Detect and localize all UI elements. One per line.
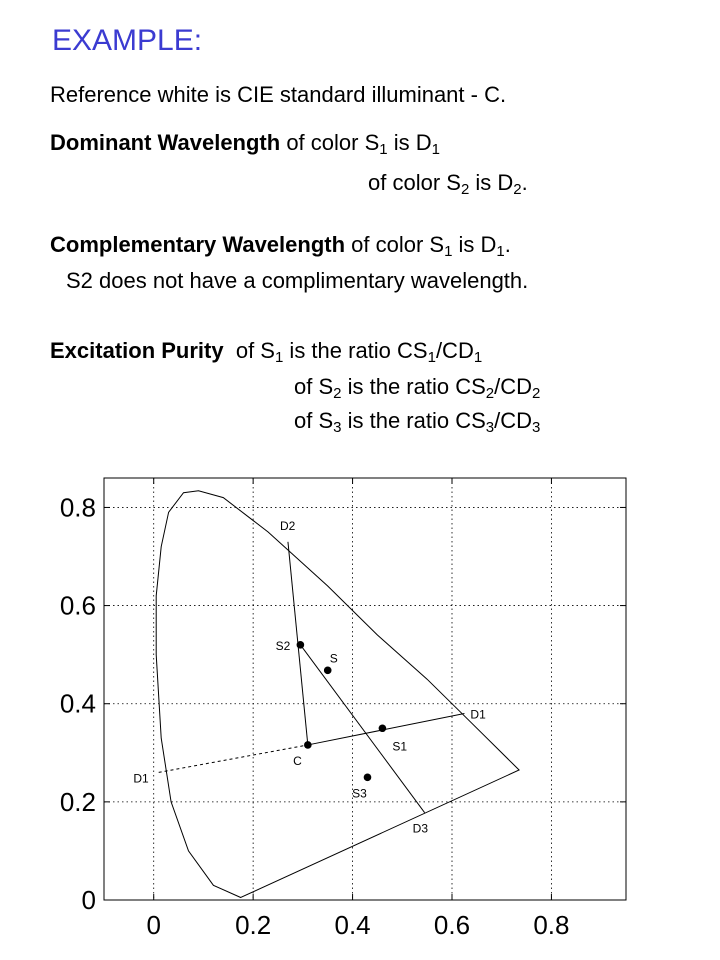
- sub: 1: [473, 349, 483, 366]
- sub: 1: [444, 243, 453, 260]
- point-marker: [378, 724, 387, 733]
- text: of color S: [368, 170, 461, 195]
- text: /CD: [494, 408, 532, 433]
- point-label: S: [330, 651, 338, 665]
- sub: 1: [274, 349, 284, 366]
- reference-line: Reference white is CIE standard illumina…: [50, 82, 507, 107]
- y-tick-label: 0.6: [60, 591, 96, 621]
- purity-heading: Excitation Purity: [50, 338, 224, 363]
- spacer: [224, 338, 236, 363]
- point-marker: [363, 773, 372, 782]
- point-marker: [296, 641, 305, 649]
- text: is D: [452, 232, 497, 257]
- x-tick-label: 0: [146, 910, 160, 940]
- purity-line-3: of S3 is the ratio CS3/CD3: [294, 408, 541, 436]
- sub: 2: [532, 385, 541, 402]
- text: of S: [294, 408, 334, 433]
- sub: 2: [485, 385, 495, 402]
- text: /CD: [435, 338, 474, 363]
- sub: 1: [431, 141, 440, 158]
- title: EXAMPLE:: [52, 24, 203, 57]
- complementary-heading: Complementary Wavelength: [50, 232, 346, 257]
- chromaticity-chart: 0 0.2 0.4 0.6 0.8 0 0.2 0.4 0.6 0.8 C S1 S2 S S3 D1 D2 D3…: [60, 477, 627, 940]
- point-label: S3: [352, 786, 367, 800]
- x-tick-label: 0.6: [434, 910, 470, 940]
- text: of S: [235, 338, 275, 363]
- text: of color S: [345, 232, 445, 257]
- text: .: [521, 170, 528, 195]
- point-marker: [304, 741, 312, 749]
- purity-line-1: Excitation Purity of S1 is the ratio CS1…: [50, 338, 483, 366]
- x-tick-label: 0.8: [533, 910, 569, 940]
- plot-frame: [103, 477, 627, 901]
- sub: 2: [333, 385, 342, 402]
- sub: 3: [485, 419, 495, 436]
- text: is the ratio CS: [341, 408, 486, 433]
- sub: 3: [333, 419, 342, 436]
- sub: 2: [513, 181, 522, 198]
- y-tick-label: 0.4: [60, 689, 96, 719]
- sub: 1: [379, 141, 388, 158]
- text: .: [504, 232, 511, 257]
- point-label: D3: [413, 822, 429, 836]
- text: of S: [294, 374, 334, 399]
- y-tick-label: 0.2: [60, 787, 96, 817]
- y-tick-label: 0: [82, 885, 96, 915]
- text: is D: [387, 130, 432, 155]
- y-tick-label: 0.8: [60, 492, 96, 522]
- complementary-line-1: Complementary Wavelength of color S1 is …: [50, 232, 511, 260]
- text: /CD: [494, 374, 532, 399]
- sub: 3: [532, 419, 541, 436]
- point-label: C: [293, 754, 302, 768]
- purity-line-2: of S2 is the ratio CS2/CD2: [294, 374, 541, 402]
- sub: 1: [496, 243, 505, 260]
- line-c-d1: [307, 713, 465, 746]
- complementary-line-2: S2 does not have a complimentary wavelen…: [66, 268, 529, 293]
- text: is the ratio CS: [341, 374, 486, 399]
- dominant-line-2: of color S2 is D2.: [368, 170, 528, 198]
- point-label: S1: [392, 739, 407, 753]
- point-label: D2: [280, 519, 296, 533]
- point-label: D1: [470, 708, 486, 722]
- text: of color S: [280, 130, 380, 155]
- dominant-heading: Dominant Wavelength: [50, 130, 281, 155]
- x-tick-label: 0.2: [235, 910, 271, 940]
- text: is D: [469, 170, 514, 195]
- point-label: S2: [276, 639, 291, 653]
- line-complementary: [158, 744, 308, 773]
- dominant-line-1: Dominant Wavelength of color S1 is D1: [50, 130, 440, 158]
- point-label: D1: [133, 771, 149, 785]
- sub: 2: [460, 181, 470, 198]
- spectral-locus: [155, 490, 520, 899]
- point-marker: [323, 666, 332, 675]
- x-tick-label: 0.4: [334, 910, 370, 940]
- sub: 1: [427, 349, 436, 366]
- text: is the ratio CS: [283, 338, 428, 363]
- line-s2-d3: [299, 644, 426, 813]
